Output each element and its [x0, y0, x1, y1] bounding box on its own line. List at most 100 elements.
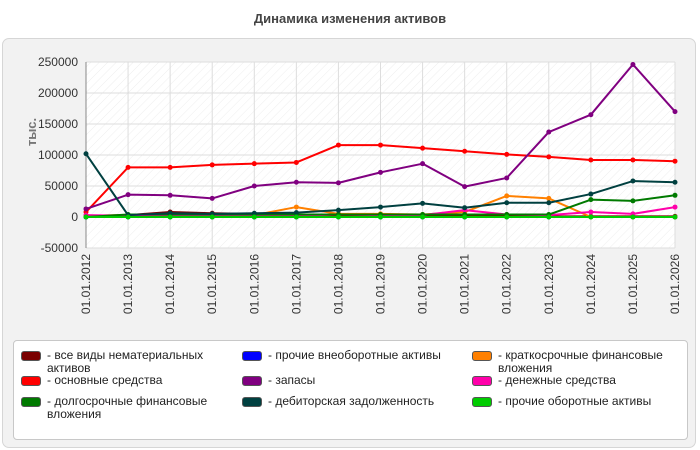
- data-point-3: [672, 158, 678, 164]
- data-point-3: [251, 161, 257, 167]
- legend-label: - дебиторская задолженность: [268, 394, 435, 408]
- data-point-6: [672, 192, 678, 198]
- legend-label: - денежные средства: [498, 373, 616, 387]
- y-tick-label: 200000: [38, 86, 78, 100]
- y-tick-label: 100000: [38, 148, 78, 162]
- data-point-4: [335, 180, 341, 186]
- x-tick-label: 01.01.2026: [668, 254, 682, 314]
- data-point-8: [251, 214, 257, 220]
- data-point-3: [378, 142, 383, 148]
- data-point-8: [630, 214, 636, 220]
- legend-swatch: [472, 397, 492, 407]
- data-point-3: [335, 142, 341, 148]
- line-chart: -50000 0 50000 100000 150000 200000 250000 01.0…: [24, 55, 682, 314]
- x-tick-label: 01.01.2021: [458, 254, 472, 314]
- x-tick-label: 01.01.2020: [416, 254, 430, 314]
- data-point-8: [209, 214, 215, 220]
- x-tick-label: 01.01.2016: [247, 254, 261, 314]
- data-point-6: [588, 197, 594, 203]
- y-axis-label: тыс.: [24, 118, 39, 146]
- legend-swatch: [472, 351, 492, 361]
- data-point-3: [504, 151, 510, 157]
- data-point-4: [293, 179, 299, 185]
- legend-swatch: [242, 351, 262, 361]
- x-tick-label: 01.01.2018: [331, 254, 345, 314]
- data-point-3: [588, 157, 594, 163]
- data-point-4: [504, 175, 510, 181]
- legend-item[interactable]: - прочие внеоборотные активы: [242, 349, 447, 362]
- data-point-7: [546, 200, 552, 206]
- legend-swatch: [21, 376, 41, 386]
- x-tick-label: 01.01.2024: [584, 254, 598, 314]
- x-tick-label: 01.01.2023: [542, 254, 556, 314]
- x-tick-label: 01.01.2025: [626, 254, 640, 314]
- y-tick-label: -50000: [41, 241, 79, 255]
- chart-legend: - все виды нематериальных активов - прочи…: [13, 340, 688, 440]
- data-point-4: [630, 61, 636, 67]
- data-point-8: [504, 214, 510, 220]
- data-point-8: [420, 214, 426, 220]
- legend-item[interactable]: - основные средства: [21, 374, 226, 387]
- legend-label: - прочие внеоборотные активы: [268, 348, 441, 362]
- data-point-8: [462, 214, 468, 220]
- legend-item[interactable]: - прочие оборотные активы: [472, 395, 672, 408]
- data-point-2: [504, 193, 510, 199]
- data-point-3: [420, 145, 426, 151]
- data-point-4: [83, 206, 89, 212]
- x-tick-label: 01.01.2022: [500, 254, 514, 314]
- data-point-3: [209, 162, 215, 168]
- y-tick-label: 50000: [45, 179, 79, 193]
- legend-item[interactable]: - все виды нематериальных активов: [21, 349, 226, 375]
- y-tick-label: 0: [71, 210, 78, 224]
- legend-item[interactable]: - долгосрочные финансовые вложения: [21, 395, 226, 421]
- x-tick-label: 01.01.2017: [289, 254, 303, 314]
- y-tick-label: 150000: [38, 117, 78, 131]
- data-point-8: [83, 214, 89, 220]
- legend-item[interactable]: - краткосрочные финансовые вложения: [472, 349, 672, 375]
- data-point-2: [293, 204, 299, 210]
- legend-item[interactable]: - дебиторская задолженность: [242, 395, 447, 408]
- data-point-7: [251, 210, 257, 216]
- data-point-4: [588, 112, 594, 118]
- data-point-7: [420, 200, 426, 206]
- data-point-7: [588, 191, 594, 197]
- x-tick-label: 01.01.2019: [374, 254, 388, 314]
- legend-label: - основные средства: [47, 373, 163, 387]
- x-tick-label: 01.01.2013: [121, 254, 135, 314]
- data-point-4: [209, 195, 215, 201]
- data-point-8: [588, 214, 594, 220]
- legend-label: - запасы: [268, 373, 316, 387]
- data-point-2: [546, 195, 552, 201]
- data-point-8: [335, 214, 341, 220]
- data-point-8: [125, 214, 131, 220]
- data-point-7: [83, 151, 89, 157]
- data-point-4: [462, 184, 468, 190]
- data-point-4: [378, 169, 383, 175]
- data-point-7: [672, 179, 678, 185]
- data-point-3: [125, 164, 131, 170]
- data-point-3: [546, 154, 552, 160]
- legend-item[interactable]: - денежные средства: [472, 374, 672, 387]
- data-point-7: [504, 200, 510, 206]
- data-point-4: [167, 192, 173, 198]
- data-point-4: [125, 192, 131, 198]
- data-point-3: [462, 148, 468, 154]
- legend-label: - прочие оборотные активы: [498, 394, 652, 408]
- data-point-7: [335, 207, 341, 213]
- legend-swatch: [21, 351, 41, 361]
- data-point-4: [546, 129, 552, 135]
- legend-swatch: [21, 397, 41, 407]
- data-point-3: [630, 157, 636, 163]
- legend-item[interactable]: - запасы: [242, 374, 447, 387]
- legend-label: - долгосрочные финансовые вложения: [47, 394, 208, 421]
- data-point-3: [167, 164, 173, 170]
- data-point-7: [167, 210, 173, 216]
- data-point-8: [167, 214, 173, 220]
- data-point-7: [378, 204, 383, 210]
- data-point-4: [672, 109, 678, 115]
- data-point-7: [293, 210, 299, 216]
- x-tick-label: 01.01.2012: [79, 254, 93, 314]
- data-point-7: [630, 178, 636, 184]
- legend-label: - краткосрочные финансовые вложения: [498, 348, 663, 375]
- data-point-6: [630, 198, 636, 204]
